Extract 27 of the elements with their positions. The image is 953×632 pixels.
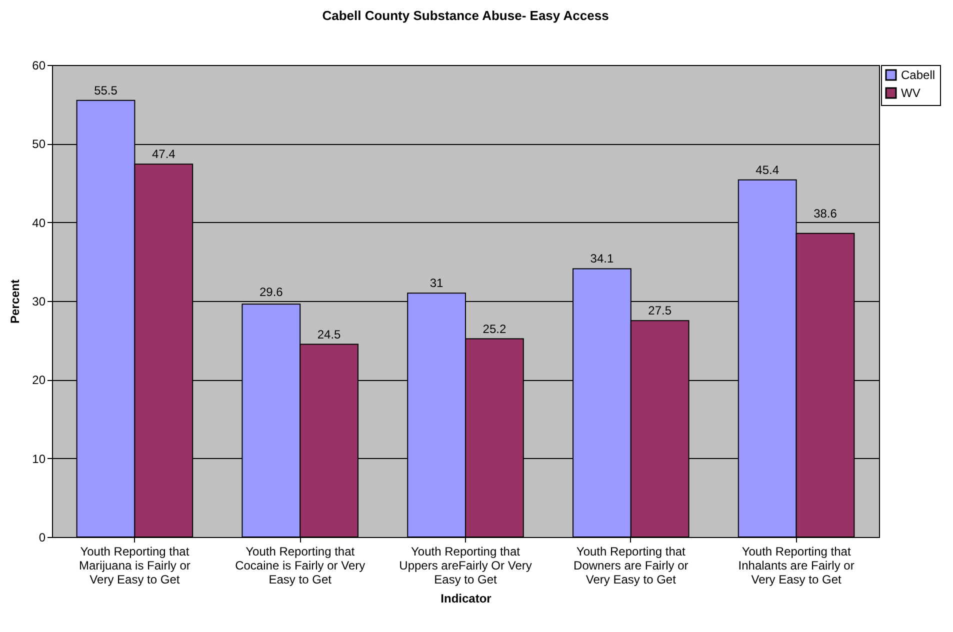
data-label: 27.5 xyxy=(648,304,672,318)
data-label: 31 xyxy=(430,276,444,290)
legend-label: Cabell xyxy=(901,68,936,82)
y-tick-label: 50 xyxy=(32,137,46,152)
data-label: 38.6 xyxy=(814,206,838,220)
y-tick-label: 0 xyxy=(38,530,46,544)
data-label: 47.4 xyxy=(152,147,176,162)
y-tick-label: 30 xyxy=(32,294,46,308)
x-axis-title: Indicator xyxy=(440,592,492,606)
data-label: 55.5 xyxy=(94,83,118,98)
x-tick-label: Youth Reporting that Cocaine is Fairly or Very Easy to Get xyxy=(235,544,366,586)
y-tick-label: 10 xyxy=(32,452,46,466)
x-tick-label: Youth Reporting that Marijuana is Fairly or Very Easy to Get xyxy=(79,544,190,586)
data-label: 45.4 xyxy=(756,162,780,177)
y-tick-label: 40 xyxy=(32,216,46,230)
data-label: 25.2 xyxy=(482,322,506,336)
data-label: 29.6 xyxy=(259,285,284,299)
chart-title: Cabell County Substance Abuse- Easy Access xyxy=(322,8,609,23)
data-label: 34.1 xyxy=(590,252,614,266)
x-tick-label: Youth Reporting that Uppers areFairly Or Very Easy to Get xyxy=(399,544,532,586)
x-tick-label: Youth Reporting that Inhalants are Fairly or Very Easy to Get xyxy=(738,544,854,586)
y-tick-label: 20 xyxy=(32,373,46,388)
y-axis-title: Percent xyxy=(8,279,22,324)
data-label: 24.5 xyxy=(317,327,342,342)
y-tick-label: 60 xyxy=(32,58,46,72)
x-tick-label: Youth Reporting that Downers are Fairly or Very Easy to Get xyxy=(574,544,688,586)
legend-label: WV xyxy=(901,86,920,100)
